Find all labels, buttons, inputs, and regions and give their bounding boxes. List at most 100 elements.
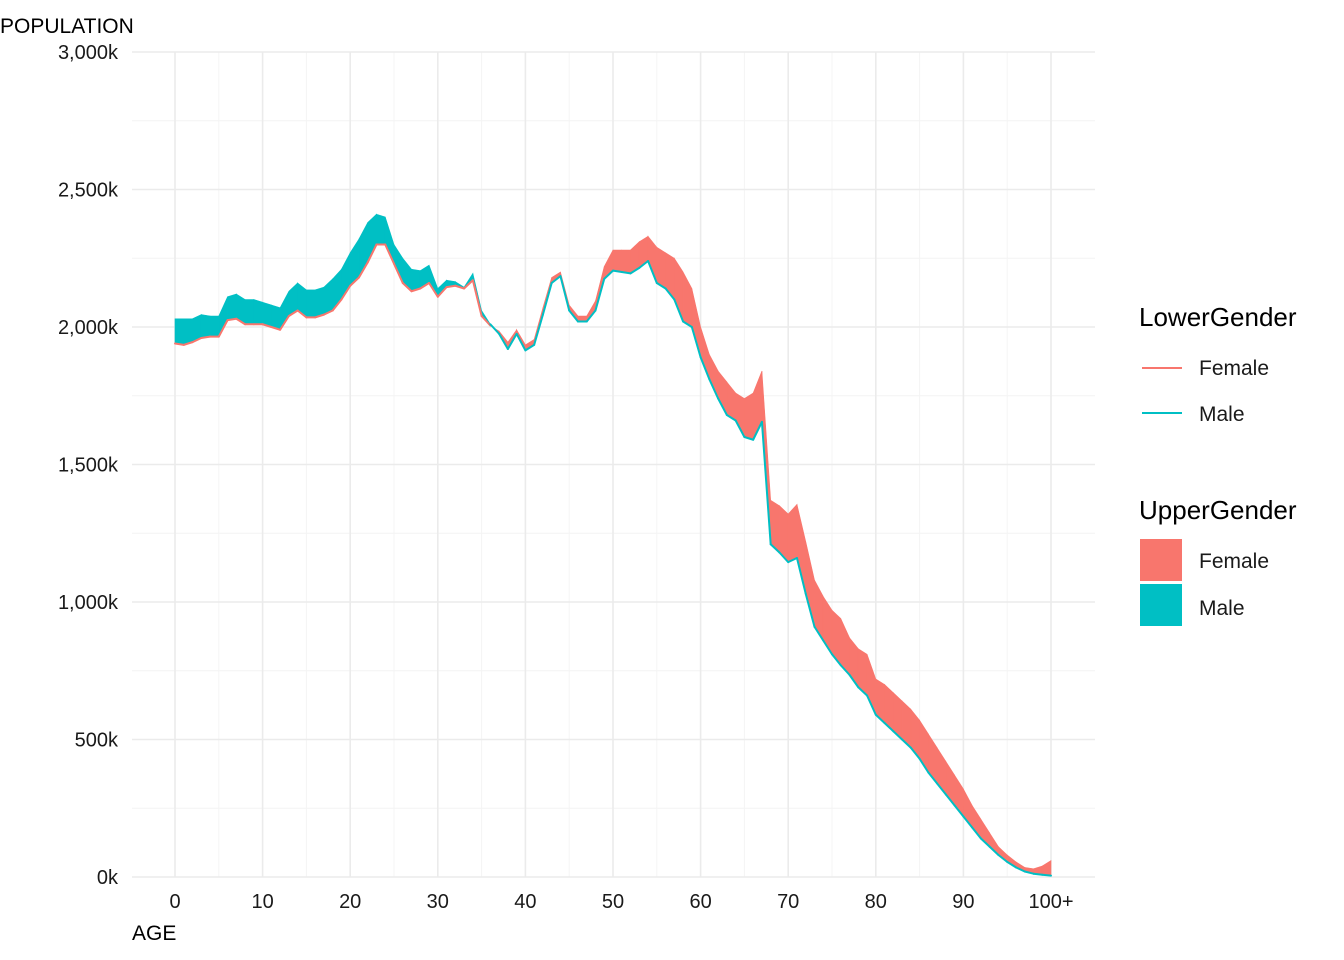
series-line-female: [471, 279, 483, 317]
series-line-female: [419, 282, 431, 290]
series-line-female: [235, 317, 247, 326]
ribbon-segment: [814, 579, 824, 642]
series-line-female: [340, 284, 352, 301]
x-tick-label: 100+: [1028, 891, 1073, 913]
x-axis-title: AGE: [132, 922, 176, 945]
series-line-male: [997, 854, 1009, 863]
series-line-female: [322, 309, 334, 316]
series-line-female: [296, 309, 308, 319]
series-line-male: [778, 551, 790, 564]
series-line-female: [454, 284, 466, 290]
legend-upper-female-key: [1140, 539, 1182, 581]
series-line-male: [787, 557, 798, 564]
series-line-male: [831, 653, 842, 667]
series-line-male: [682, 320, 693, 328]
y-axis-title: POPULATION: [0, 15, 134, 38]
legend-upper-title: UpperGender: [1139, 495, 1297, 525]
y-tick-label: 2,000k: [58, 317, 119, 339]
series-line-female: [287, 309, 299, 317]
series-line-female: [393, 262, 404, 284]
series-line-male: [533, 313, 544, 346]
series-line-male: [743, 436, 755, 441]
series-line-female: [445, 284, 457, 289]
series-line-male: [944, 793, 956, 807]
series-line-female: [366, 243, 378, 264]
y-tick-label: 500k: [75, 730, 119, 752]
series-line-female: [463, 279, 474, 290]
series-line-male: [1014, 866, 1026, 873]
y-tick-label: 0k: [97, 867, 119, 889]
series-line-male: [620, 271, 632, 275]
series-lines: [174, 243, 1052, 877]
ribbon-segment: [323, 278, 333, 316]
legend-lower: LowerGender Female Male: [1139, 302, 1297, 426]
series-line-male: [857, 686, 869, 697]
series-line-female: [480, 315, 492, 327]
series-line-male: [848, 673, 860, 689]
ribbon-segment: [612, 249, 623, 273]
series-line-male: [725, 414, 737, 422]
ribbon-segment: [647, 235, 658, 284]
series-line-male: [585, 309, 597, 323]
ribbon-segment: [244, 299, 255, 325]
series-line-female: [401, 282, 413, 293]
x-tick-label: 40: [514, 891, 536, 913]
series-line-male: [883, 722, 895, 733]
ribbon-segment: [218, 296, 228, 337]
ribbon-segment: [621, 249, 631, 274]
series-line-male: [498, 332, 509, 350]
series-line-male: [638, 260, 650, 269]
series-line-female: [200, 335, 212, 339]
series-line-male: [892, 730, 904, 741]
y-tick-label: 1,000k: [58, 592, 119, 614]
ribbon-segment: [262, 301, 272, 328]
y-tick-label: 3,000k: [58, 42, 119, 64]
ribbon-segment: [209, 315, 220, 337]
series-line-male: [936, 782, 947, 796]
ribbon-segment: [682, 271, 693, 328]
y-tick-label: 2,500k: [58, 180, 119, 202]
series-line-male: [874, 713, 886, 724]
series-line-male: [971, 826, 982, 840]
series-line-male: [568, 309, 579, 323]
ribbon-segment: [744, 392, 754, 441]
series-line-male: [953, 804, 965, 818]
series-line-female: [191, 337, 203, 344]
ribbon-segment: [1041, 859, 1052, 876]
series-line-male: [506, 332, 518, 350]
legend-upper-male-label: Male: [1199, 597, 1245, 620]
y-tick-label: 1,500k: [58, 455, 119, 477]
series-line-male: [769, 543, 781, 554]
series-line-male: [673, 298, 685, 323]
series-line-male: [690, 326, 702, 359]
series-line-female: [331, 298, 343, 312]
legend-lower-title: LowerGender: [1139, 302, 1297, 332]
series-line-male: [647, 260, 658, 284]
series-line-male: [804, 592, 816, 628]
x-tick-label: 30: [427, 891, 449, 913]
ribbon-segment: [376, 213, 386, 245]
series-line-female: [174, 342, 185, 346]
series-line-female: [349, 276, 360, 287]
gridlines: [132, 51, 1095, 878]
series-line-female: [261, 323, 273, 328]
series-line-male: [1032, 872, 1044, 876]
series-line-male: [734, 419, 746, 438]
ribbon-segment: [271, 304, 281, 331]
ribbon-segment: [306, 289, 316, 318]
series-line-male: [699, 356, 711, 381]
x-tick-label: 70: [777, 891, 799, 913]
series-line-female: [410, 287, 422, 293]
x-axis-ticks: 0 10 20 30 40 50 60 70 80 90 100+: [169, 891, 1073, 913]
series-line-male: [988, 845, 1000, 856]
series-line-male: [629, 266, 641, 275]
x-tick-label: 80: [865, 891, 887, 913]
x-tick-label: 50: [602, 891, 624, 913]
series-line-female: [226, 317, 238, 322]
series-line-female: [217, 319, 229, 338]
legend-upper-female-label: Female: [1199, 550, 1269, 573]
series-line-male: [550, 275, 562, 284]
ribbon-segment: [700, 326, 710, 380]
series-line-female: [428, 282, 439, 298]
